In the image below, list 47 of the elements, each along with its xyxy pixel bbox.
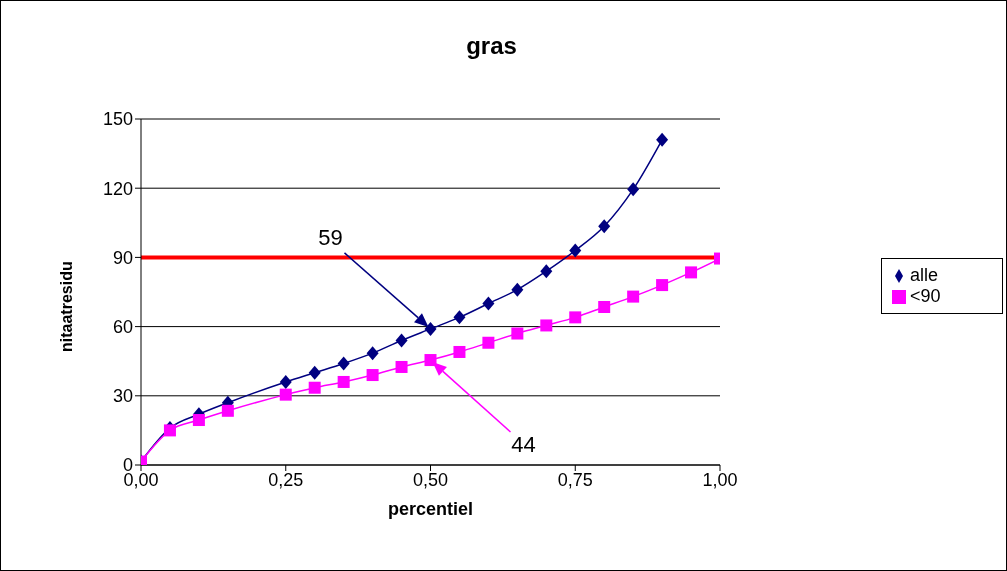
point [511, 327, 524, 340]
point [424, 354, 437, 367]
y-tick-label: 150 [102, 109, 133, 130]
point [656, 132, 669, 147]
point [598, 300, 611, 313]
chart-title: gras [465, 32, 518, 60]
x-axis-title: percentiel [387, 499, 474, 519]
point [308, 365, 321, 380]
point [366, 369, 379, 382]
x-tick-label: 0,25 [268, 469, 304, 490]
point [685, 266, 698, 279]
point [569, 243, 582, 258]
point [424, 321, 437, 336]
point [221, 404, 234, 417]
point [482, 336, 495, 349]
point [395, 333, 408, 348]
x-tick-label: 0,75 [557, 469, 593, 490]
x-tick-label: 1,00 [702, 469, 738, 490]
point [569, 311, 582, 324]
point [656, 279, 669, 292]
point [540, 319, 553, 332]
point [337, 356, 350, 371]
y-tick-label: 120 [102, 178, 133, 199]
point [627, 290, 640, 303]
point [337, 375, 350, 388]
point [192, 414, 205, 427]
point [308, 381, 321, 394]
point [366, 346, 379, 361]
point [627, 182, 640, 197]
y-tick-label: 60 [112, 316, 133, 337]
y-tick-label: 30 [112, 386, 133, 407]
point [453, 345, 466, 358]
point [279, 374, 292, 389]
point [279, 388, 292, 401]
x-tick-label: 0,50 [412, 469, 449, 490]
legend-label: <90 [910, 285, 941, 306]
annotation: 59 [318, 224, 343, 250]
point [482, 296, 495, 311]
legend-label: alle [910, 264, 939, 285]
point [395, 360, 408, 373]
point [511, 282, 524, 297]
point [598, 219, 611, 234]
y-tick-label: 90 [112, 247, 133, 268]
y-axis-title: nitaatresidu [57, 261, 75, 352]
annotation: 44 [511, 431, 536, 457]
point [453, 310, 466, 325]
point [540, 264, 553, 279]
